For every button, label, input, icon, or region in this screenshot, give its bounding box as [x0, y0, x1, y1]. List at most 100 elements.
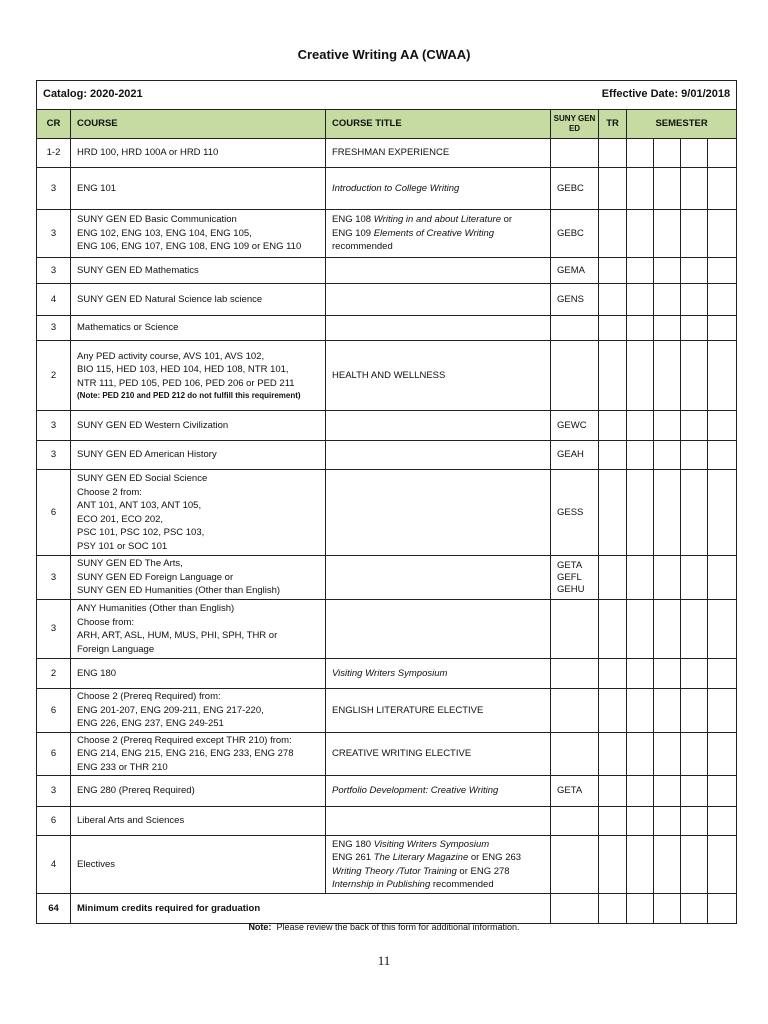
semester-cell[interactable]	[653, 138, 682, 168]
semester-cell[interactable]	[680, 688, 709, 733]
semester-cell[interactable]	[707, 731, 738, 776]
semester-cell[interactable]	[680, 555, 709, 600]
semester-cell[interactable]	[707, 283, 738, 316]
semester-cell[interactable]	[707, 688, 738, 733]
semester-cell[interactable]	[707, 775, 738, 807]
tr-cell[interactable]	[597, 806, 628, 836]
semester-cell[interactable]	[680, 315, 709, 341]
semester-cell[interactable]	[653, 599, 682, 659]
title-line: Internship in Publishing recommended	[332, 878, 544, 892]
course-line: Mathematics or Science	[77, 322, 179, 334]
semester-cell[interactable]	[680, 340, 709, 411]
tr-cell[interactable]	[597, 893, 628, 924]
semester-cell[interactable]	[653, 893, 682, 924]
semester-cell[interactable]	[626, 167, 655, 210]
tr-cell[interactable]	[597, 731, 628, 776]
semester-cell[interactable]	[653, 688, 682, 733]
semester-cell[interactable]	[680, 775, 709, 807]
tr-cell[interactable]	[597, 209, 628, 258]
tr-cell[interactable]	[597, 599, 628, 659]
semester-cell[interactable]	[680, 806, 709, 836]
semester-cell[interactable]	[653, 731, 682, 776]
tr-cell[interactable]	[597, 410, 628, 441]
semester-cell[interactable]	[626, 731, 655, 776]
semester-cell[interactable]	[707, 340, 738, 411]
semester-cell[interactable]	[653, 283, 682, 316]
semester-cell[interactable]	[653, 806, 682, 836]
semester-cell[interactable]	[653, 658, 682, 689]
semester-cell[interactable]	[707, 806, 738, 836]
semester-cell[interactable]	[626, 257, 655, 284]
semester-cell[interactable]	[680, 599, 709, 659]
semester-cell[interactable]	[626, 315, 655, 341]
semester-cell[interactable]	[707, 835, 738, 894]
tr-cell[interactable]	[597, 138, 628, 168]
semester-cell[interactable]	[680, 209, 709, 258]
semester-cell[interactable]	[680, 257, 709, 284]
semester-cell[interactable]	[653, 315, 682, 341]
semester-cell[interactable]	[626, 209, 655, 258]
semester-cell[interactable]	[707, 410, 738, 441]
semester-cell[interactable]	[707, 599, 738, 659]
semester-cell[interactable]	[707, 315, 738, 341]
semester-cell[interactable]	[626, 658, 655, 689]
semester-cell[interactable]	[626, 775, 655, 807]
semester-cell[interactable]	[707, 469, 738, 556]
semester-cell[interactable]	[626, 599, 655, 659]
tr-cell[interactable]	[597, 835, 628, 894]
semester-cell[interactable]	[653, 775, 682, 807]
semester-cell[interactable]	[653, 835, 682, 894]
semester-cell[interactable]	[626, 555, 655, 600]
semester-cell[interactable]	[707, 257, 738, 284]
semester-cell[interactable]	[626, 806, 655, 836]
semester-cell[interactable]	[680, 440, 709, 470]
semester-cell[interactable]	[707, 658, 738, 689]
semester-cell[interactable]	[707, 893, 738, 924]
tr-cell[interactable]	[597, 658, 628, 689]
semester-cell[interactable]	[707, 440, 738, 470]
semester-cell[interactable]	[626, 138, 655, 168]
semester-cell[interactable]	[626, 283, 655, 316]
semester-cell[interactable]	[653, 440, 682, 470]
semester-cell[interactable]	[653, 469, 682, 556]
semester-cell[interactable]	[626, 835, 655, 894]
semester-cell[interactable]	[707, 209, 738, 258]
semester-cell[interactable]	[626, 893, 655, 924]
tr-cell[interactable]	[597, 688, 628, 733]
tr-cell[interactable]	[597, 283, 628, 316]
tr-cell[interactable]	[597, 555, 628, 600]
semester-cell[interactable]	[680, 835, 709, 894]
semester-cell[interactable]	[680, 469, 709, 556]
semester-cell[interactable]	[653, 340, 682, 411]
semester-cell[interactable]	[626, 410, 655, 441]
semester-cell[interactable]	[653, 410, 682, 441]
semester-cell[interactable]	[707, 555, 738, 600]
semester-cell[interactable]	[680, 138, 709, 168]
tr-cell[interactable]	[597, 315, 628, 341]
semester-cell[interactable]	[680, 658, 709, 689]
tr-cell[interactable]	[597, 469, 628, 556]
semester-cell[interactable]	[626, 469, 655, 556]
semester-cell[interactable]	[626, 688, 655, 733]
tr-cell[interactable]	[597, 167, 628, 210]
semester-cell[interactable]	[680, 283, 709, 316]
semester-cell[interactable]	[707, 138, 738, 168]
course-cell: ANY Humanities (Other than English) Choos…	[70, 599, 326, 659]
semester-cell[interactable]	[680, 410, 709, 441]
semester-cell[interactable]	[653, 257, 682, 284]
semester-cell[interactable]	[653, 167, 682, 210]
semester-cell[interactable]	[626, 340, 655, 411]
tr-cell[interactable]	[597, 775, 628, 807]
semester-cell[interactable]	[707, 167, 738, 210]
semester-cell[interactable]	[626, 440, 655, 470]
semester-cell[interactable]	[680, 731, 709, 776]
tr-cell[interactable]	[597, 340, 628, 411]
semester-cell[interactable]	[653, 555, 682, 600]
gen-ed-cell	[550, 340, 599, 411]
semester-cell[interactable]	[680, 167, 709, 210]
tr-cell[interactable]	[597, 440, 628, 470]
semester-cell[interactable]	[653, 209, 682, 258]
credits-cell: 3	[36, 410, 71, 441]
tr-cell[interactable]	[597, 257, 628, 284]
semester-cell[interactable]	[680, 893, 709, 924]
